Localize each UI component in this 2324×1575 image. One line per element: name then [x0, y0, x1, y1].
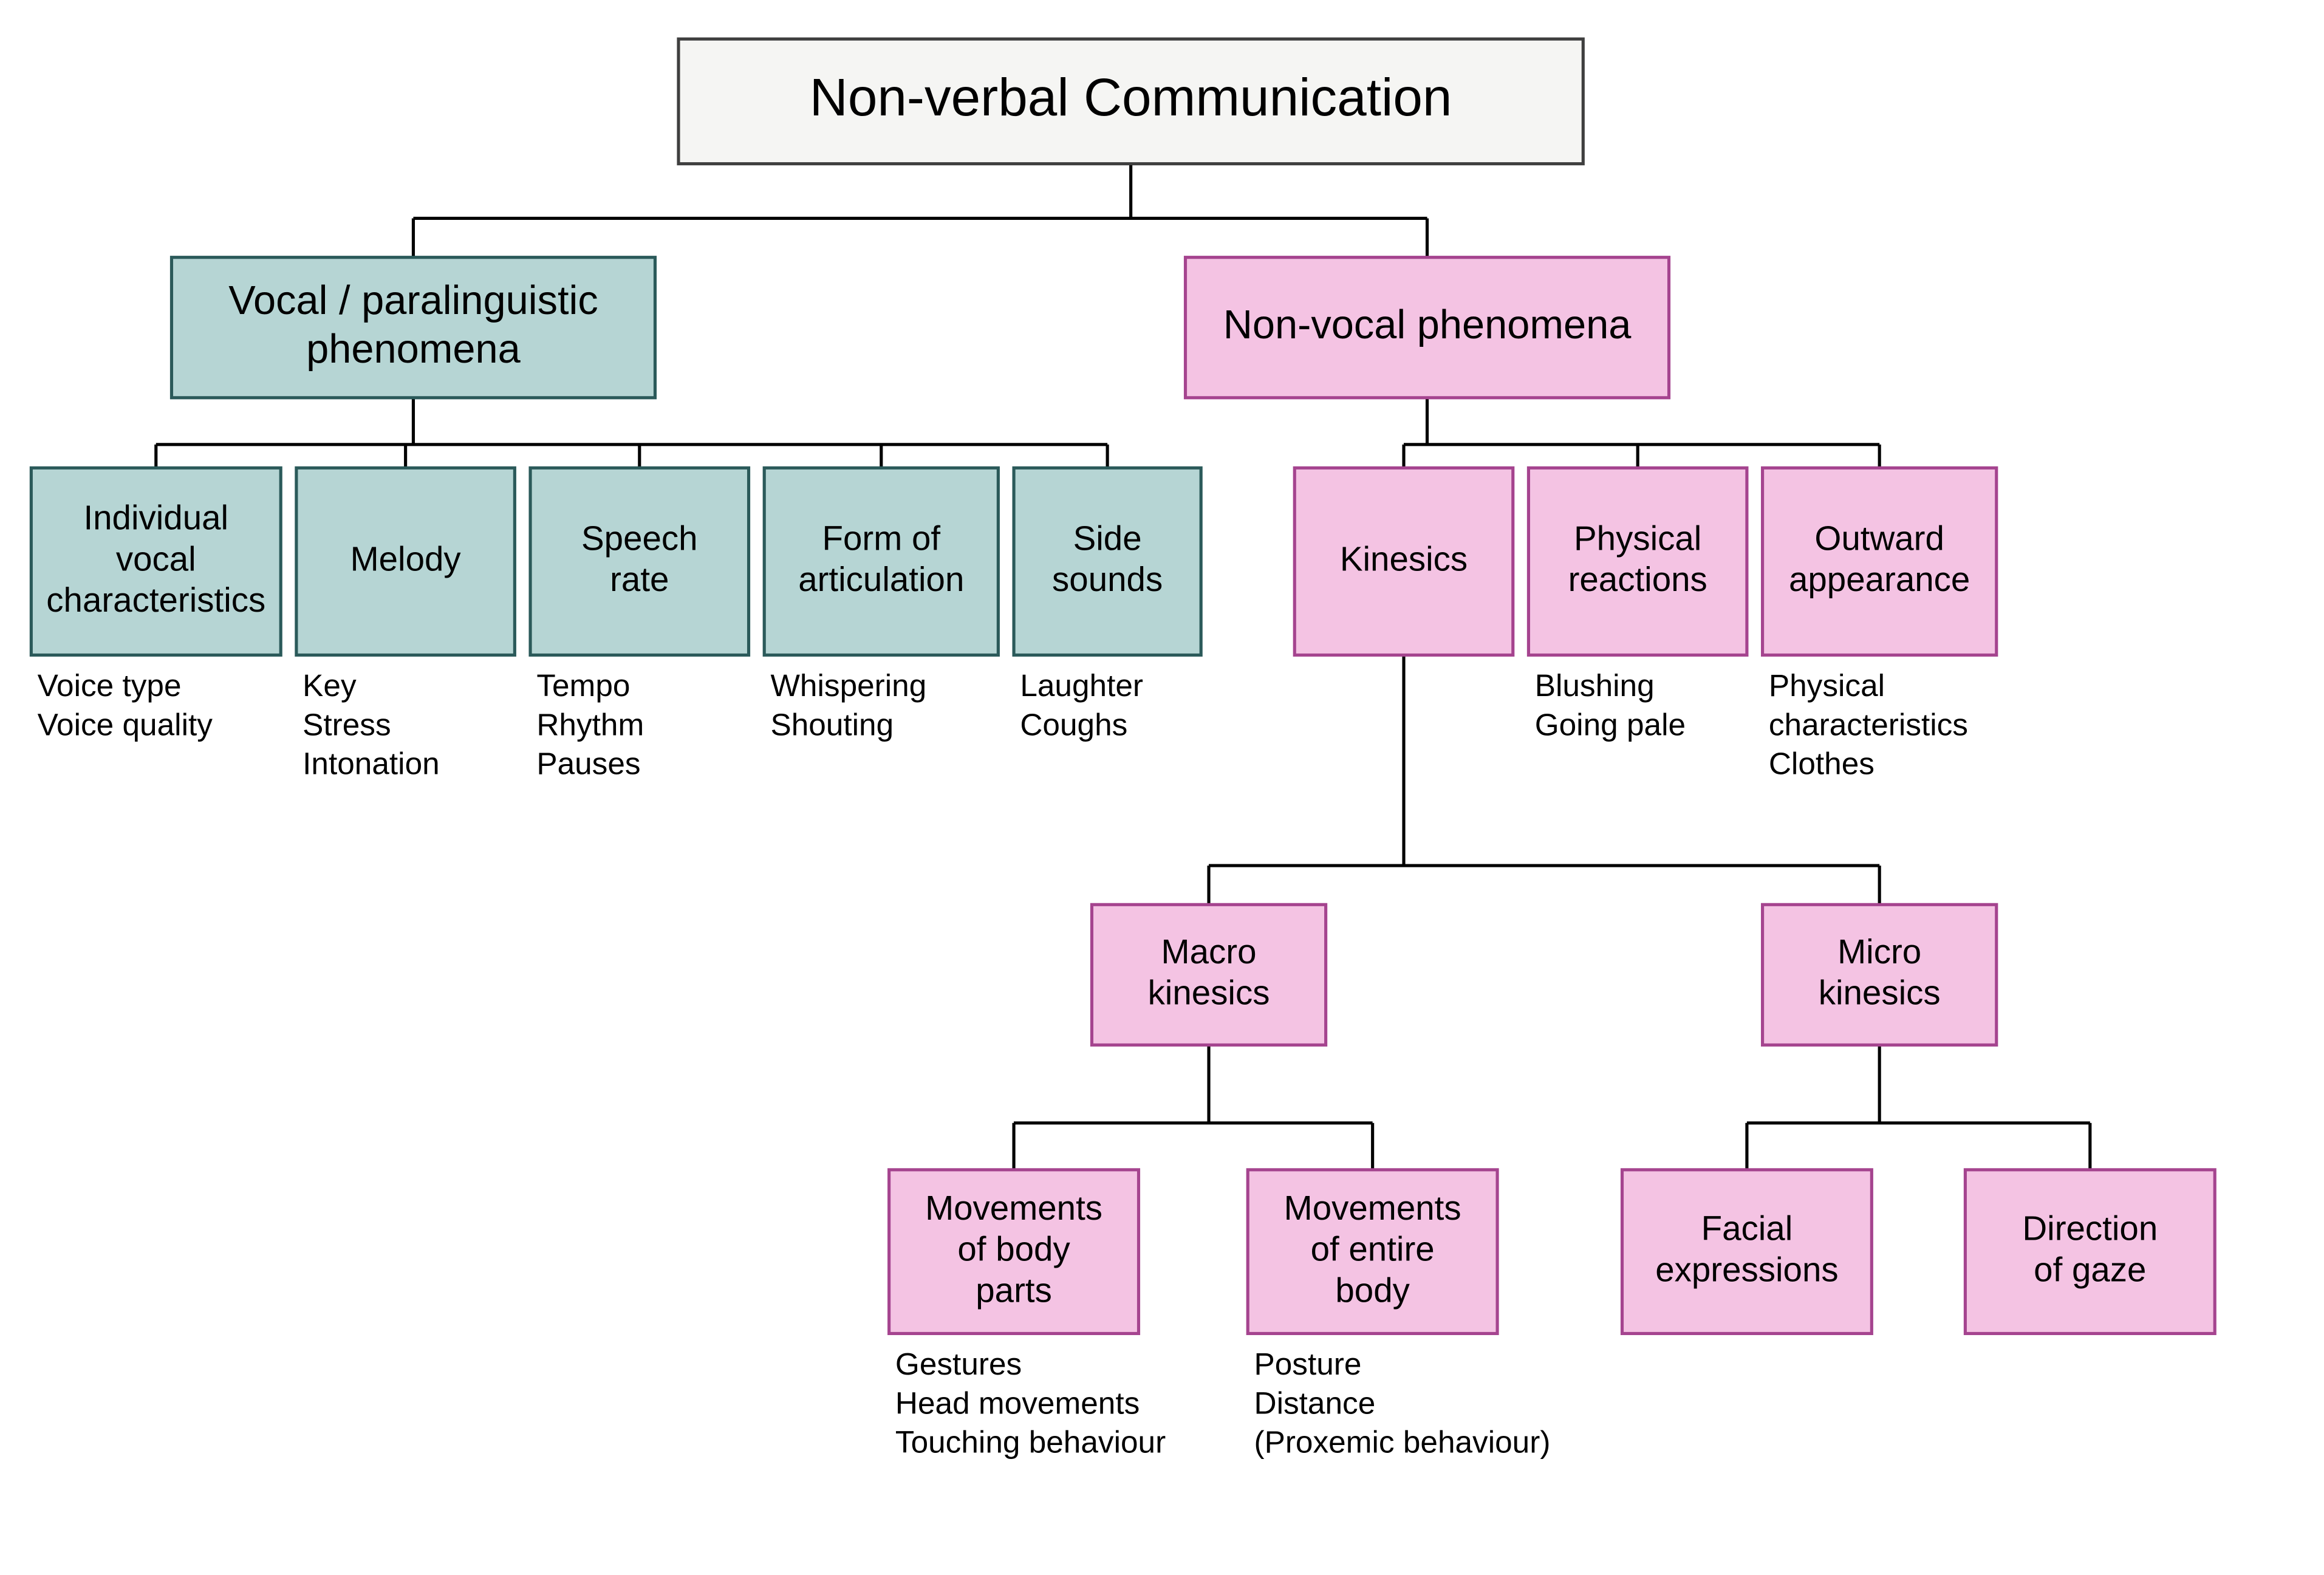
node-label-facial-line0: Facial: [1701, 1209, 1793, 1248]
node-micro: Microkinesics: [1763, 904, 1997, 1045]
node-gaze: Directionof gaze: [1965, 1170, 2215, 1334]
node-label-outward-line1: appearance: [1789, 560, 1970, 598]
node-label-indiv-line1: vocal: [116, 539, 196, 578]
node-form: Form ofarticulation Whispering Shouting: [764, 468, 998, 742]
node-melody: Melody Key Stress Intonation: [296, 468, 514, 781]
node-label-gaze-line0: Direction: [2022, 1209, 2158, 1248]
node-label-melody: Melody: [350, 539, 462, 578]
node-label-entirebody-line1: of entire: [1311, 1230, 1435, 1268]
node-example-speech-1: Rhythm: [536, 707, 644, 742]
node-example-melody-2: Intonation: [302, 746, 440, 781]
node-label-physreact-line1: reactions: [1568, 560, 1707, 598]
node-label-micro-line0: Micro: [1837, 932, 1921, 971]
node-example-speech-2: Pauses: [536, 746, 640, 781]
node-root: Non-verbal Communication: [678, 39, 1583, 163]
node-bodyparts: Movementsof bodyparts Gestures Head moveme…: [889, 1170, 1166, 1460]
node-label-kinesics: Kinesics: [1340, 539, 1468, 578]
node-label-bodyparts-line0: Movements: [925, 1189, 1102, 1227]
node-label-bodyparts-line1: of body: [957, 1230, 1070, 1268]
node-nonvocal: Non-vocal phenomena: [1186, 258, 1669, 398]
node-label-macro-line0: Macro: [1161, 932, 1257, 971]
node-label-vocal-line1: phenomena: [306, 327, 521, 372]
node-example-bodyparts-2: Touching behaviour: [895, 1424, 1166, 1459]
node-label-nonvocal: Non-vocal phenomena: [1223, 302, 1632, 347]
node-label-vocal-line0: Vocal / paralinguistic: [228, 278, 598, 323]
nonverbal-communication-diagram: Non-verbal Communication Vocal / paraling…: [0, 0, 2324, 1575]
node-example-indiv-0: Voice type: [38, 668, 182, 703]
node-label-entirebody-line0: Movements: [1284, 1189, 1461, 1227]
node-label-form-line1: articulation: [798, 560, 964, 598]
node-label-facial-line1: expressions: [1655, 1250, 1838, 1288]
node-example-melody-0: Key: [302, 668, 357, 703]
node-example-physreact-1: Going pale: [1535, 707, 1686, 742]
node-example-indiv-1: Voice quality: [38, 707, 213, 742]
node-label-speech-line1: rate: [610, 560, 669, 598]
node-label-indiv-line0: Individual: [83, 499, 228, 537]
node-label-indiv-line2: characteristics: [46, 581, 265, 619]
node-example-form-1: Shouting: [770, 707, 894, 742]
node-speech: Speechrate Tempo Rhythm Pauses: [530, 468, 748, 781]
node-side: Sidesounds Laughter Coughs: [1014, 468, 1201, 742]
node-example-outward-0: Physical: [1769, 668, 1885, 703]
node-example-form-0: Whispering: [770, 668, 926, 703]
node-label-macro-line1: kinesics: [1148, 974, 1270, 1012]
node-label-physreact-line0: Physical: [1574, 519, 1701, 557]
node-example-entirebody-2: (Proxemic behaviour): [1254, 1424, 1550, 1459]
node-label-gaze-line1: of gaze: [2034, 1250, 2146, 1288]
node-example-melody-1: Stress: [302, 707, 391, 742]
nodes-layer: Non-verbal Communication Vocal / paraling…: [31, 39, 2215, 1459]
node-physreact: Physicalreactions Blushing Going pale: [1528, 468, 1746, 742]
node-indiv: Individualvocalcharacteristics Voice type…: [31, 468, 281, 742]
node-entirebody: Movementsof entirebody Posture Distance (Pr…: [1248, 1170, 1550, 1460]
node-example-outward-1: characteristics: [1769, 707, 1968, 742]
node-example-speech-0: Tempo: [536, 668, 630, 703]
node-label-side-line0: Side: [1073, 519, 1142, 557]
node-example-bodyparts-0: Gestures: [895, 1347, 1022, 1381]
node-label-micro-line1: kinesics: [1819, 974, 1941, 1012]
node-example-side-1: Coughs: [1020, 707, 1127, 742]
node-example-entirebody-0: Posture: [1254, 1347, 1361, 1381]
node-label-root: Non-verbal Communication: [810, 67, 1452, 127]
node-label-speech-line0: Speech: [581, 519, 698, 557]
node-example-outward-2: Clothes: [1769, 746, 1875, 781]
node-label-side-line1: sounds: [1052, 560, 1163, 598]
node-label-outward-line0: Outward: [1814, 519, 1944, 557]
node-label-bodyparts-line2: parts: [976, 1271, 1052, 1309]
node-label-form-line0: Form of: [822, 519, 941, 557]
node-outward: Outwardappearance Physical characteristics…: [1763, 468, 1997, 781]
node-facial: Facialexpressions: [1622, 1170, 1871, 1334]
node-example-entirebody-1: Distance: [1254, 1385, 1375, 1420]
node-example-bodyparts-1: Head movements: [895, 1385, 1140, 1420]
node-vocal: Vocal / paralinguisticphenomena: [171, 258, 655, 398]
node-label-entirebody-line2: body: [1335, 1271, 1410, 1309]
node-example-physreact-0: Blushing: [1535, 668, 1655, 703]
node-macro: Macrokinesics: [1092, 904, 1325, 1045]
node-kinesics: Kinesics: [1294, 468, 1512, 655]
node-example-side-0: Laughter: [1020, 668, 1143, 703]
